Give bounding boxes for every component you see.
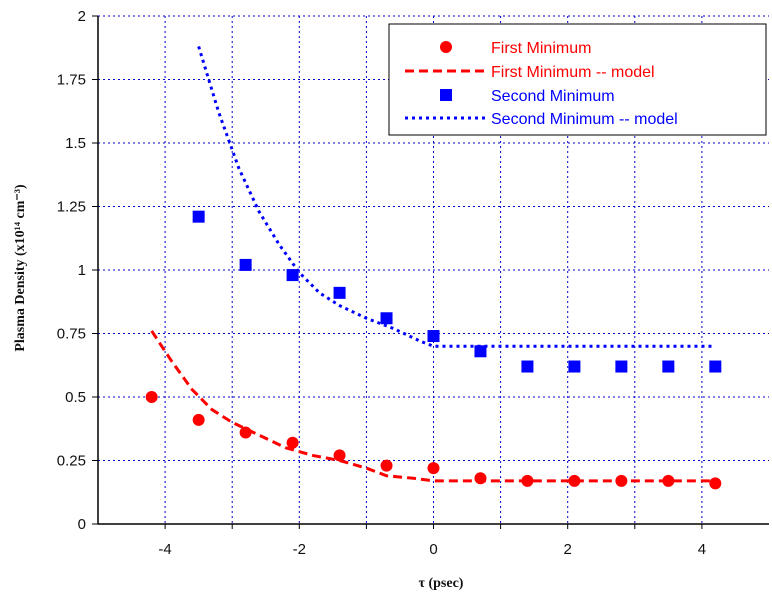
x-tick-label: 4	[698, 541, 706, 558]
data-point-square	[662, 360, 675, 373]
data-point-square	[474, 345, 487, 358]
data-point-square	[521, 360, 534, 373]
legend: First Minimum First Minimum -- model Secon…	[388, 23, 767, 136]
y-tick-label: 1.75	[57, 72, 86, 89]
data-point-circle	[333, 449, 346, 462]
data-point-circle	[568, 474, 581, 487]
x-tick-labels: -4 -2 0 2 4	[158, 541, 706, 558]
legend-label: First Minimum	[491, 40, 591, 57]
data-point-circle	[380, 459, 393, 472]
data-point-square	[286, 269, 299, 282]
y-tick-label: 0.5	[65, 389, 86, 406]
series-line	[197, 46, 716, 348]
y-tick-labels: 0 0.25 0.5 0.75 1 1.25 1.5 1.75 2	[57, 8, 86, 533]
data-point-circle	[709, 477, 722, 490]
data-point-square	[568, 360, 581, 373]
y-axis-label: Plasma Density (x10¹⁴ cm⁻³)	[13, 184, 28, 352]
legend-label: Second Minimum -- model	[491, 111, 678, 128]
data-point-circle	[474, 472, 487, 485]
data-point-circle	[145, 391, 158, 403]
data-point-square	[239, 258, 252, 271]
y-tick-label: 0.25	[57, 453, 86, 470]
y-tick-label: 1	[78, 262, 86, 279]
data-point-circle	[192, 413, 205, 426]
data-point-circle	[662, 474, 675, 487]
data-point-square	[427, 330, 440, 343]
x-tick-label: -2	[293, 541, 306, 558]
data-point-square	[380, 312, 393, 325]
data-point-square	[192, 210, 205, 223]
y-tick-label: 0.75	[57, 326, 86, 343]
y-tick-label: 2	[78, 8, 86, 25]
x-tick-label: 0	[429, 541, 437, 558]
y-tick-label: 1.25	[57, 199, 86, 216]
y-tick-label: 1.5	[65, 135, 86, 152]
legend-box	[388, 23, 767, 136]
data-point-square	[333, 286, 346, 299]
x-tick-label: 2	[564, 541, 572, 558]
data-point-square	[615, 360, 628, 373]
legend-circle-symbol	[440, 41, 452, 53]
y-tick-label: 0	[78, 516, 86, 533]
data-point-circle	[286, 436, 299, 449]
legend-label: First Minimum -- model	[491, 64, 655, 81]
x-axis-label: τ (psec)	[419, 576, 464, 591]
series-layer	[145, 46, 722, 490]
data-point-circle	[427, 462, 440, 475]
legend-square-symbol	[440, 89, 452, 101]
series-line	[150, 330, 716, 483]
data-point-square	[709, 360, 722, 373]
x-tick-label: -4	[158, 541, 171, 558]
axes	[92, 15, 769, 529]
legend-label: Second Minimum	[491, 88, 615, 105]
